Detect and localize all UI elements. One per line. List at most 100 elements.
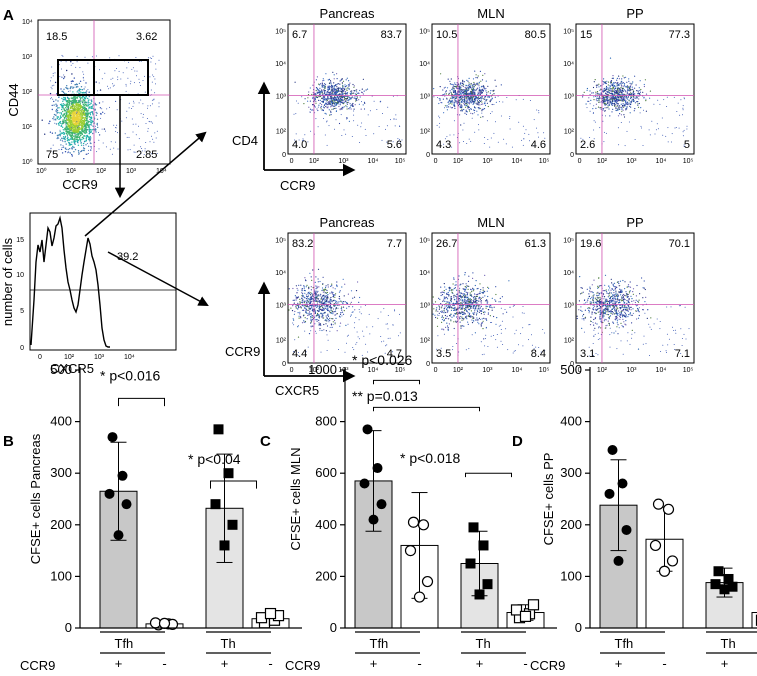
gate-dot <box>101 108 103 110</box>
facs-dot <box>459 86 461 88</box>
facs-dot <box>328 109 330 111</box>
gate-dot <box>88 102 90 104</box>
facs-dot <box>302 301 304 303</box>
gate-dot <box>138 60 140 62</box>
facs-dot <box>378 126 380 127</box>
gate-dot <box>76 133 78 136</box>
facs-dot <box>476 82 478 84</box>
facs-dot <box>334 288 336 290</box>
facs-dot <box>538 110 540 112</box>
facs-dot <box>356 89 358 91</box>
gate-dot <box>62 129 65 131</box>
facs-dot <box>495 300 497 302</box>
facs-dot <box>330 100 332 102</box>
facs-dot <box>617 85 619 87</box>
gate-dot <box>153 76 155 78</box>
facs-dot <box>334 93 337 95</box>
facs-dot <box>301 96 303 98</box>
gate-dot <box>113 124 115 126</box>
facs-dot <box>465 87 467 89</box>
facs-ytick: 10⁵ <box>275 29 286 36</box>
facs-dot <box>328 310 330 312</box>
gate-dot <box>52 72 54 74</box>
gate-dot <box>87 109 89 111</box>
facs-dot <box>458 85 460 87</box>
facs-dot <box>634 93 636 95</box>
facs-dot <box>629 112 631 114</box>
facs-dot <box>596 91 599 93</box>
gate-dot <box>133 151 135 153</box>
facs-dot <box>339 109 341 111</box>
gate-dot <box>72 122 75 124</box>
gate-dot <box>60 144 62 146</box>
facs-dot <box>349 107 351 109</box>
gate-dot <box>75 66 77 68</box>
facs-dot <box>351 311 353 313</box>
facs-dot <box>316 76 318 78</box>
facs-dot <box>628 100 630 102</box>
facs-dot <box>331 292 333 294</box>
facs-dot <box>618 75 620 77</box>
facs-dot <box>337 304 339 306</box>
facs-dot <box>676 111 678 112</box>
gate-dot <box>71 141 73 143</box>
gate-dot <box>92 125 94 128</box>
facs-dot <box>486 302 488 304</box>
facs-dot <box>338 101 340 103</box>
facs-dot <box>325 315 327 317</box>
facs-ytick: 0 <box>426 152 430 159</box>
facs-dot <box>448 92 450 94</box>
facs-dot <box>327 339 329 341</box>
gate-dot <box>66 104 69 106</box>
facs-dot <box>463 122 465 124</box>
gate-dot <box>82 137 85 140</box>
gate-dot <box>71 102 73 103</box>
facs-dot <box>305 309 307 311</box>
gate-dot <box>80 88 82 91</box>
facs-dot <box>612 90 614 93</box>
gate-dot <box>56 109 59 112</box>
gate-dot <box>151 153 153 155</box>
facs-dot <box>454 92 456 94</box>
gate-dot <box>83 88 85 90</box>
facs-dot <box>468 82 470 84</box>
facs-dot <box>318 83 320 85</box>
facs-dot <box>344 91 347 93</box>
facs-dot <box>473 109 475 111</box>
gate-dot <box>146 118 148 119</box>
gate-dot <box>68 138 70 141</box>
gate-dot <box>96 122 99 125</box>
facs-dot <box>302 138 304 140</box>
gate-dot <box>65 129 68 131</box>
facs-dot <box>611 88 613 90</box>
facs-dot <box>475 77 477 79</box>
facs-dot <box>443 292 445 294</box>
facs-dot <box>463 100 465 103</box>
facs-dot <box>337 87 339 89</box>
facs-dot <box>441 102 443 104</box>
facs-dot <box>592 86 595 89</box>
facs-dot <box>470 83 472 85</box>
facs-dot <box>309 87 311 89</box>
facs-dot <box>334 91 336 93</box>
gate-dot <box>155 63 157 65</box>
gate-dot <box>73 139 75 141</box>
facs-dot <box>625 101 627 103</box>
facs-dot <box>293 324 295 326</box>
facs-dot <box>635 84 637 86</box>
facs-dot <box>310 330 312 332</box>
gate-dot <box>71 130 73 132</box>
facs-ytick: 10⁵ <box>419 29 430 36</box>
facs-dot <box>470 91 472 93</box>
facs-dot <box>315 118 317 120</box>
gate-dot <box>63 133 65 135</box>
facs-dot <box>468 108 470 111</box>
gate-dot <box>49 92 52 95</box>
facs-dot <box>665 135 667 137</box>
facs-dot <box>326 301 328 303</box>
facs-dot <box>462 293 464 295</box>
facs-dot <box>317 268 320 270</box>
facs-dot <box>465 102 467 104</box>
gate-dot <box>65 148 67 151</box>
gate-dot <box>81 133 84 135</box>
